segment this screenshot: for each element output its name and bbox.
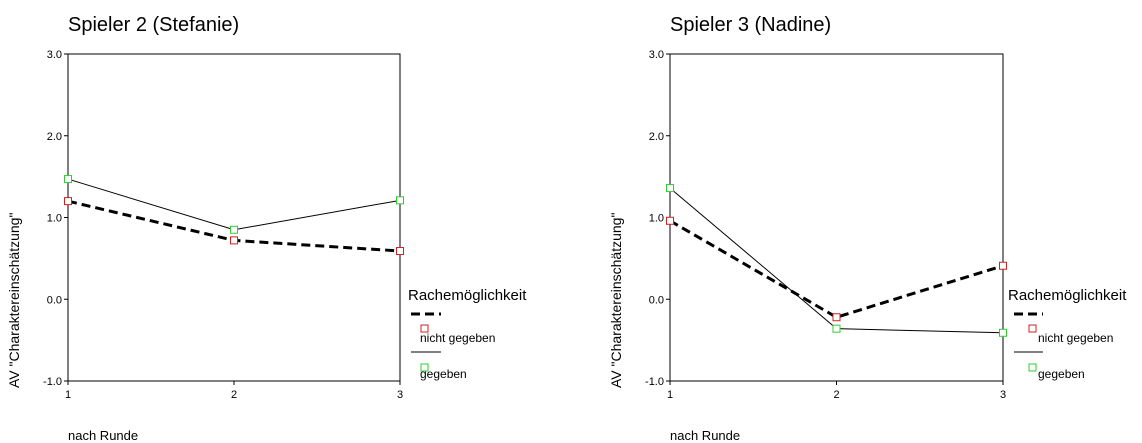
data-point-gegeben (396, 196, 404, 205)
y-tick-label: 2.0 (47, 131, 62, 143)
y-tick-label: 3.0 (47, 49, 62, 61)
y-tick-label: 1.0 (47, 213, 62, 225)
series-line-gegeben (669, 187, 1004, 334)
chart-title: Spieler 2 (Stefanie) (68, 14, 240, 36)
chart-title: Spieler 3 (Nadine) (670, 14, 832, 36)
data-point-nicht-gegeben (64, 197, 72, 206)
x-tick-label: 2 (833, 389, 839, 401)
y-tick-label: 0.0 (47, 294, 62, 306)
data-point-nicht-gegeben (666, 216, 674, 225)
legend-label-nicht-gegeben: nicht gegeben (420, 331, 496, 345)
y-tick-label: 3.0 (649, 49, 664, 61)
legend-label-nicht-gegeben: nicht gegeben (1038, 331, 1114, 345)
y-axis-label: AV "Charaktereinschätzung" (608, 212, 624, 388)
legend-title: Rachemöglichkeit (408, 287, 527, 304)
series-line-nicht-gegeben (669, 219, 1004, 319)
data-point-gegeben (64, 175, 72, 184)
x-tick-label: 1 (667, 389, 673, 401)
y-axis-label: AV "Charaktereinschätzung" (6, 212, 22, 388)
data-point-gegeben (999, 328, 1007, 337)
data-point-gegeben (832, 324, 841, 333)
x-tick-label: 2 (231, 389, 237, 401)
legend-swatch-marker-nicht-gegeben (1028, 324, 1037, 333)
plot-area: 3.0 2.0 1.0 0.0 -1.01 2 3 (645, 49, 1043, 401)
data-point-nicht-gegeben (396, 247, 404, 256)
y-tick-label: 2.0 (649, 131, 664, 143)
x-tick-label: 1 (65, 389, 71, 401)
data-point-gegeben (666, 184, 674, 193)
data-point-gegeben (230, 225, 238, 234)
y-tick-label: -1.0 (43, 376, 62, 388)
chart-panel-spieler-2: Spieler 2 (Stefanie) 3.0 2.0 1.0 0.0 -1.0 1 2 3… (0, 0, 560, 443)
legend-label-gegeben: gegeben (420, 367, 467, 381)
y-tick-label: 1.0 (649, 213, 664, 225)
chart-panel-spieler-3: Spieler 3 (Nadine) 3.0 2.0 1.0 0.0 -1.0 1 2 3 A… (602, 0, 1142, 443)
legend-title: Rachemöglichkeit (1008, 287, 1127, 304)
legend-swatch-marker-gegeben (1028, 363, 1037, 372)
plot-area: 3.0 2.0 1.0 0.0 -1.01 2 3 (43, 49, 441, 401)
data-point-nicht-gegeben (832, 313, 841, 322)
legend-swatch-marker-gegeben (420, 363, 429, 372)
y-tick-label: 0.0 (649, 294, 664, 306)
data-point-nicht-gegeben (999, 261, 1007, 270)
y-tick-label: -1.0 (645, 376, 664, 388)
x-axis-label: nach Runde (68, 428, 139, 443)
x-axis-label: nach Runde (670, 428, 741, 443)
legend-label-gegeben: gegeben (1038, 367, 1085, 381)
data-point-nicht-gegeben (230, 236, 238, 245)
x-tick-label: 3 (397, 389, 403, 401)
legend-swatch-marker-nicht-gegeben (420, 324, 429, 333)
plot-frame (67, 53, 401, 382)
x-tick-label: 3 (1000, 389, 1006, 401)
series-line-gegeben (67, 178, 401, 231)
